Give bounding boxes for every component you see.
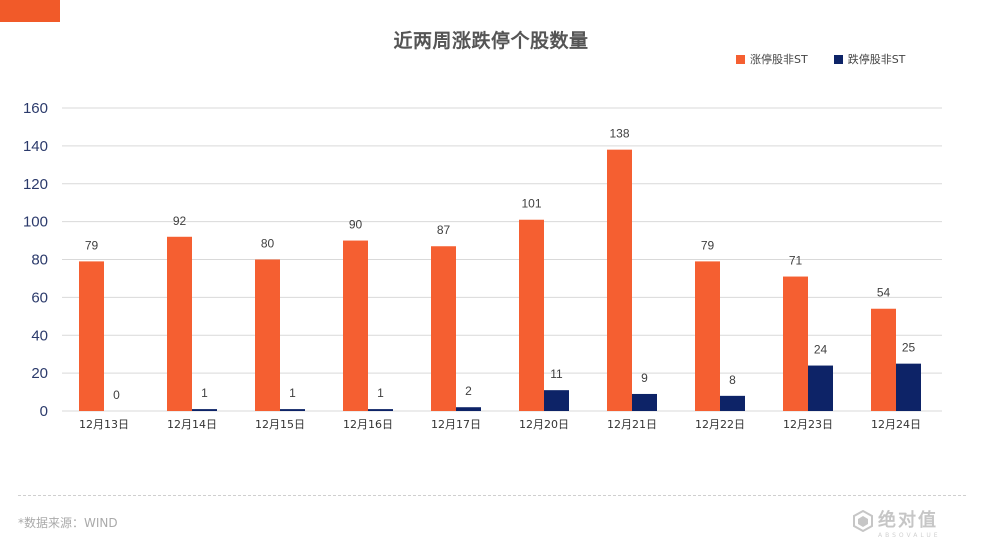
bar-up — [79, 261, 104, 411]
x-tick-label: 12月20日 — [519, 418, 569, 431]
data-label: 92 — [173, 214, 187, 228]
data-label: 9 — [641, 371, 648, 385]
footer-divider — [18, 495, 966, 496]
data-label: 54 — [877, 286, 891, 300]
y-tick-label: 60 — [31, 289, 48, 306]
bar-up — [519, 219, 544, 411]
data-label: 71 — [789, 254, 803, 268]
x-tick-label: 12月15日 — [255, 418, 305, 431]
brand-logo-icon — [853, 510, 873, 532]
legend-item-up: 涨停股非ST — [736, 51, 808, 67]
y-tick-label: 40 — [31, 327, 48, 344]
data-label: 1 — [289, 386, 296, 400]
data-label: 8 — [729, 373, 736, 387]
bar-up — [871, 308, 896, 411]
x-tick-label: 12月21日 — [607, 418, 657, 431]
bar-up — [783, 276, 808, 411]
bar-down — [544, 390, 569, 411]
data-label: 79 — [701, 238, 715, 252]
x-tick-label: 12月22日 — [695, 418, 745, 431]
bar-down — [368, 409, 393, 411]
x-tick-label: 12月13日 — [79, 418, 129, 431]
data-label: 0 — [113, 388, 120, 402]
y-tick-label: 160 — [23, 100, 48, 117]
x-tick-label: 12月24日 — [871, 418, 921, 431]
data-label: 90 — [349, 218, 363, 232]
chart-title: 近两周涨跌停个股数量 — [393, 30, 589, 52]
y-tick-label: 140 — [23, 138, 48, 155]
x-tick-label: 12月16日 — [343, 418, 393, 431]
bar-down — [280, 409, 305, 411]
bar-up — [607, 149, 632, 411]
legend-label-down: 跌停股非ST — [847, 53, 906, 66]
data-label: 11 — [550, 367, 563, 381]
bar-down — [456, 407, 481, 411]
data-label: 1 — [201, 386, 208, 400]
data-source-note: *数据来源：WIND — [18, 516, 118, 530]
bar-up — [343, 240, 368, 411]
bar-down — [896, 363, 921, 411]
data-label: 24 — [814, 343, 828, 357]
bar-down — [808, 365, 833, 411]
bar-up — [167, 236, 192, 411]
legend-swatch-up — [736, 54, 745, 64]
y-tick-label: 100 — [23, 214, 48, 231]
bar-up — [695, 261, 720, 411]
data-label: 80 — [261, 237, 275, 251]
y-tick-label: 120 — [23, 176, 48, 193]
data-label: 101 — [521, 197, 541, 211]
brand-watermark: 绝对值 ABSOVALUE — [852, 510, 982, 546]
bar-down — [192, 409, 217, 411]
accent-tab — [0, 0, 60, 22]
x-tick-label: 12月17日 — [431, 418, 481, 431]
watermark-text-block: 绝对值 ABSOVALUE — [878, 510, 941, 540]
data-label: 138 — [609, 127, 629, 141]
data-label: 1 — [377, 386, 384, 400]
legend-item-down: 跌停股非ST — [833, 51, 906, 67]
y-tick-label: 20 — [31, 365, 48, 382]
data-label: 25 — [902, 341, 916, 355]
x-tick-label: 12月23日 — [783, 418, 833, 431]
bar-chart: 02040608010012014016079012月13日92112月14日8… — [23, 100, 942, 431]
watermark-subtext: ABSOVALUE — [878, 532, 941, 539]
legend-swatch-down — [833, 54, 843, 64]
x-tick-label: 12月14日 — [167, 418, 217, 431]
data-label: 87 — [437, 223, 451, 237]
bar-down — [720, 395, 745, 411]
watermark-text: 绝对值 — [878, 510, 938, 531]
data-label: 79 — [85, 238, 99, 252]
y-tick-label: 0 — [40, 403, 48, 420]
legend-label-up: 涨停股非ST — [750, 53, 808, 66]
y-tick-label: 80 — [31, 252, 48, 269]
chart-legend: 涨停股非ST 跌停股非ST — [736, 50, 931, 68]
data-label: 2 — [465, 384, 472, 398]
bar-down — [632, 393, 657, 411]
bar-up — [431, 246, 456, 411]
bar-up — [255, 259, 280, 411]
